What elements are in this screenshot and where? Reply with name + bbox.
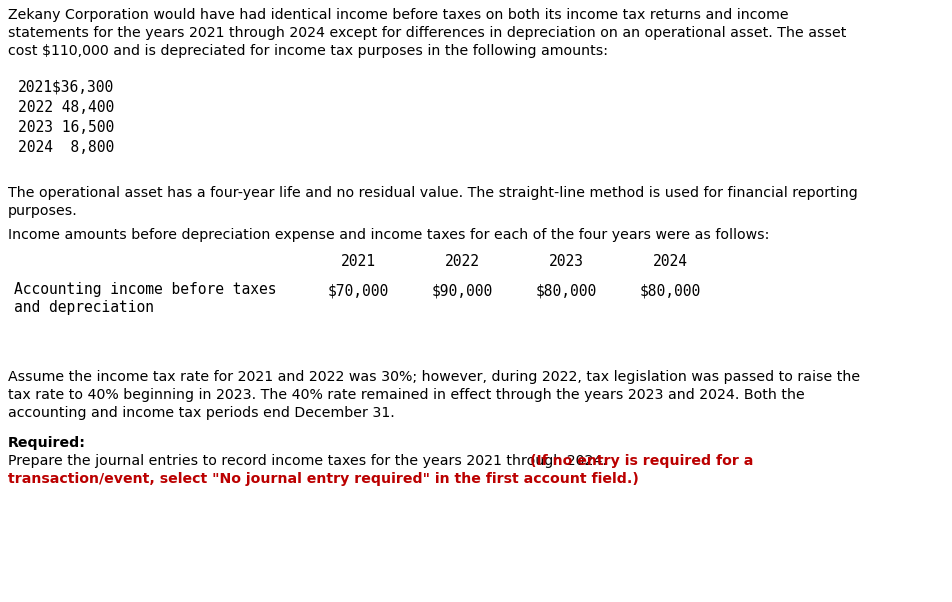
Text: 2021$36,300: 2021$36,300 <box>18 80 114 95</box>
Text: $80,000: $80,000 <box>640 284 701 299</box>
Text: $80,000: $80,000 <box>535 284 597 299</box>
Text: Income amounts before depreciation expense and income taxes for each of the four: Income amounts before depreciation expen… <box>8 228 769 242</box>
Text: $70,000: $70,000 <box>327 284 388 299</box>
Text: The operational asset has a four-year life and no residual value. The straight-l: The operational asset has a four-year li… <box>8 186 858 200</box>
Text: purposes.: purposes. <box>8 204 78 218</box>
Text: 2024  8,800: 2024 8,800 <box>18 140 114 155</box>
Text: 2021: 2021 <box>341 254 375 269</box>
Text: 2022: 2022 <box>445 254 480 269</box>
Text: Required:: Required: <box>8 436 86 450</box>
Text: 2024: 2024 <box>652 254 687 269</box>
Text: Accounting income before taxes: Accounting income before taxes <box>14 282 276 297</box>
Text: accounting and income tax periods end December 31.: accounting and income tax periods end De… <box>8 406 395 420</box>
Text: (If no entry is required for a: (If no entry is required for a <box>530 454 753 468</box>
Text: tax rate to 40% beginning in 2023. The 40% rate remained in effect through the y: tax rate to 40% beginning in 2023. The 4… <box>8 388 804 402</box>
Text: transaction/event, select "No journal entry required" in the first account field: transaction/event, select "No journal en… <box>8 472 639 486</box>
Text: and depreciation: and depreciation <box>14 300 154 315</box>
Text: 2023 16,500: 2023 16,500 <box>18 120 114 135</box>
Text: Zekany Corporation would have had identical income before taxes on both its inco: Zekany Corporation would have had identi… <box>8 8 788 22</box>
Text: statements for the years 2021 through 2024 except for differences in depreciatio: statements for the years 2021 through 20… <box>8 26 846 40</box>
Text: 2023: 2023 <box>548 254 584 269</box>
Text: cost $110,000 and is depreciated for income tax purposes in the following amount: cost $110,000 and is depreciated for inc… <box>8 44 608 58</box>
Text: $90,000: $90,000 <box>431 284 492 299</box>
Text: Prepare the journal entries to record income taxes for the years 2021 through 20: Prepare the journal entries to record in… <box>8 454 611 468</box>
Text: 2022 48,400: 2022 48,400 <box>18 100 114 115</box>
Text: Assume the income tax rate for 2021 and 2022 was 30%; however, during 2022, tax : Assume the income tax rate for 2021 and … <box>8 370 860 384</box>
